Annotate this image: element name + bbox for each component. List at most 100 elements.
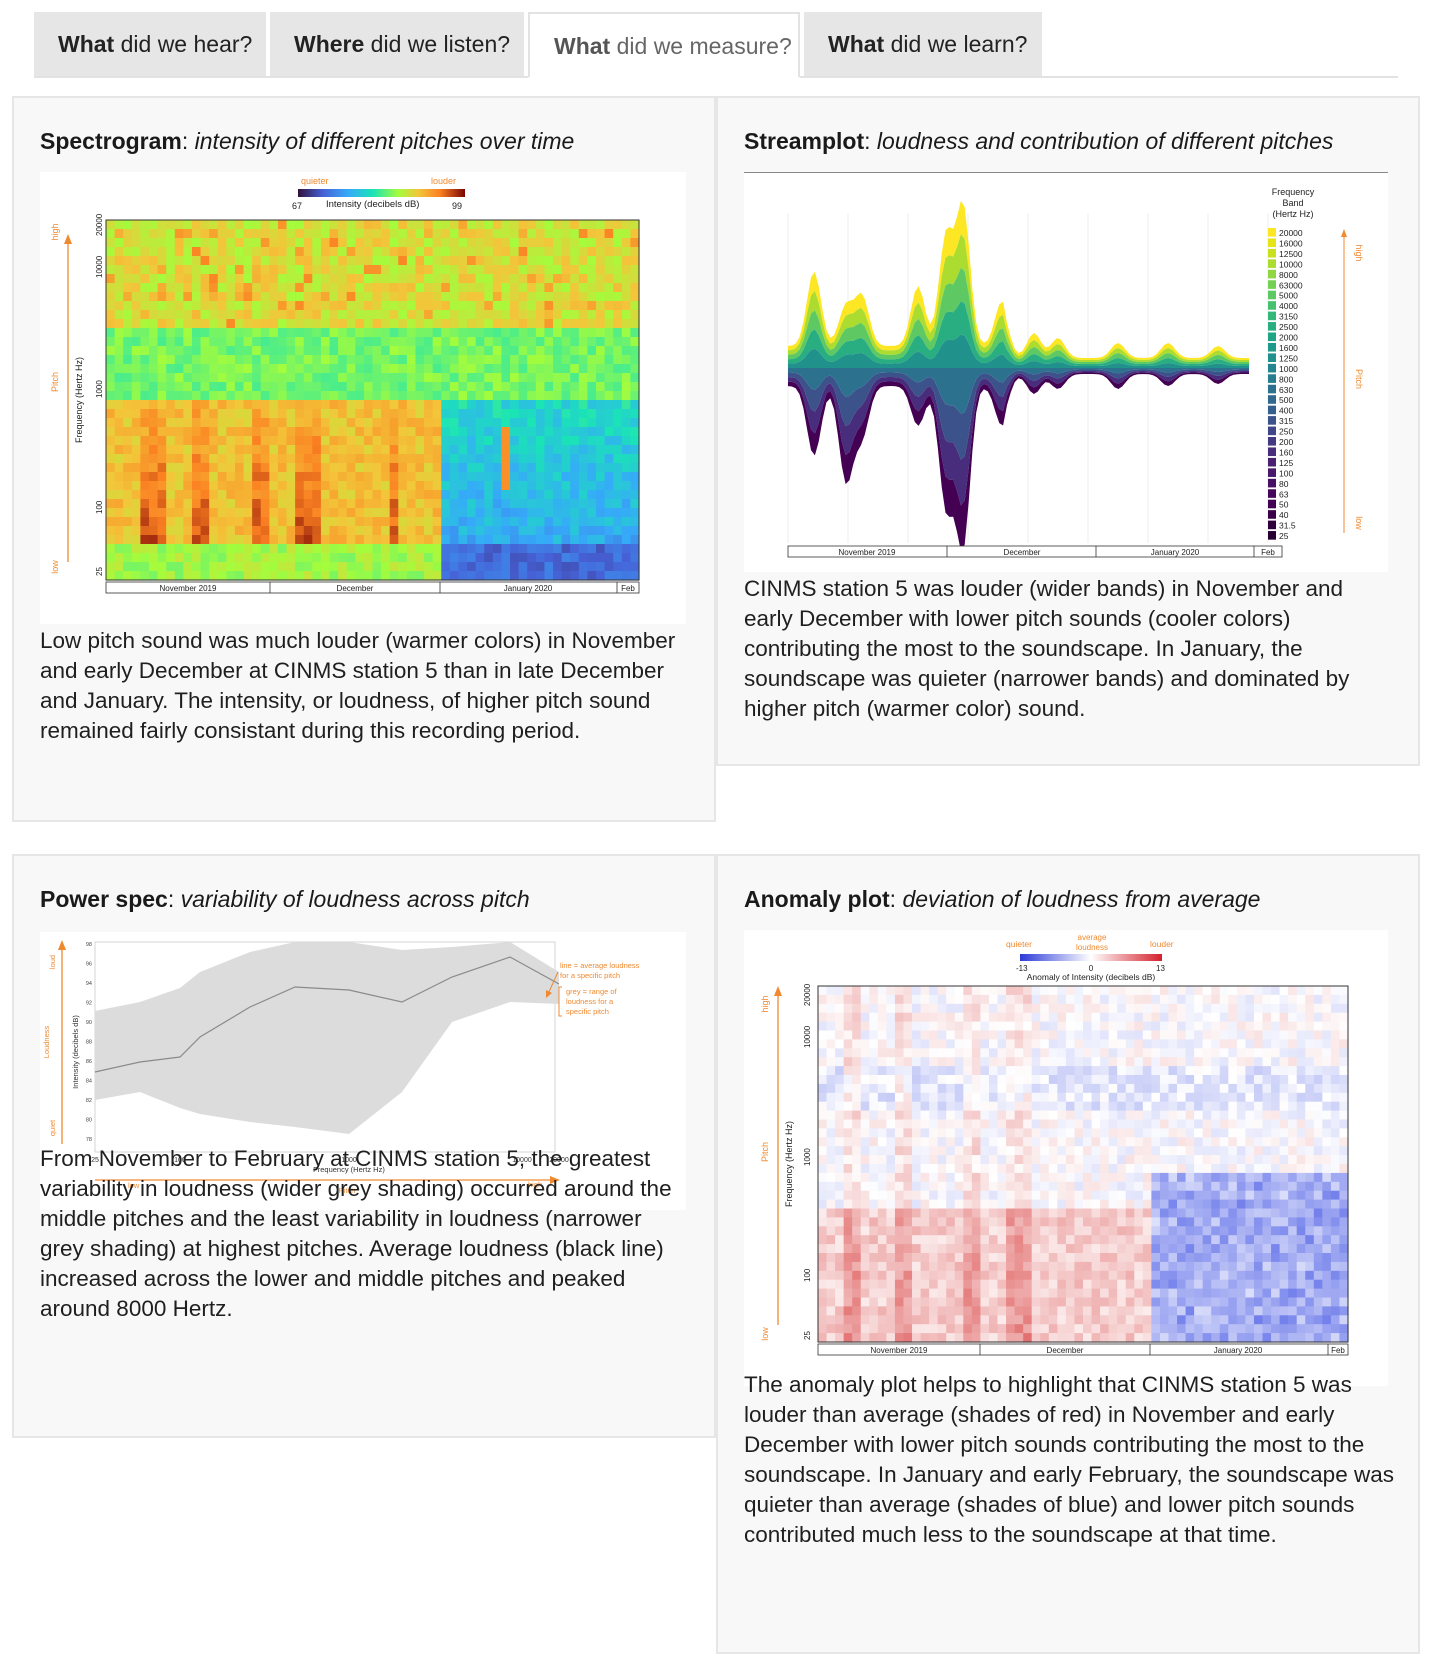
legend-band-label: 25	[1279, 531, 1289, 541]
xtick: 20000	[549, 1157, 569, 1164]
pitch-low: low	[128, 1181, 140, 1190]
month-nov: November 2019	[839, 548, 896, 557]
legend-band-label: 10000	[1279, 259, 1303, 269]
legend-average-2: loudness	[1076, 943, 1108, 952]
legend-swatch	[1268, 248, 1276, 258]
loudness-range-band	[95, 942, 559, 1134]
legend-swatch	[1268, 269, 1276, 279]
legend-swatch	[1268, 280, 1276, 289]
streamplot-image: November 2019 December January 2020 Feb …	[744, 172, 1388, 572]
legend-label: Anomaly of Intensity (decibels dB)	[1027, 972, 1156, 982]
pitch-high: high	[760, 995, 770, 1012]
y-axis-label: Intensity (decibels dB)	[71, 1015, 80, 1089]
legend-swatch	[1268, 478, 1276, 488]
ytick: 96	[86, 962, 92, 968]
title-bold: Spectrogram	[40, 128, 182, 154]
legend-max: 99	[452, 201, 462, 211]
legend-swatch	[1268, 311, 1276, 321]
legend-swatch	[1268, 353, 1276, 362]
month-jan: January 2020	[1214, 1346, 1263, 1355]
ytick: 82	[86, 1098, 92, 1104]
legend-band-label: 63000	[1279, 280, 1303, 290]
ytick: 80	[86, 1118, 92, 1124]
ytick: 90	[86, 1020, 92, 1026]
ytick: 84	[86, 1079, 92, 1085]
legend-swatch	[1268, 405, 1276, 415]
title-italic: loudness and contribution of different p…	[876, 128, 1334, 154]
legend-swatch	[1268, 531, 1276, 540]
annotation-grey: loudness for a	[566, 997, 614, 1006]
month-nov: November 2019	[160, 584, 217, 593]
ytick: 20000	[803, 983, 812, 1006]
legend-band-label: 500	[1279, 395, 1293, 405]
anomaly-title: Anomaly plot: deviation of loudness from…	[744, 886, 1261, 912]
xtick: 10000	[512, 1157, 532, 1164]
legend-swatch	[1268, 437, 1276, 446]
legend-louder: louder	[431, 176, 456, 186]
streamplot-description: CINMS station 5 was louder (wider bands)…	[744, 576, 1350, 721]
intensity-colorbar	[298, 189, 465, 197]
pitch-label: Pitch	[339, 1186, 356, 1195]
legend-title: Band	[1282, 198, 1303, 208]
powerspec-title: Power spec: variability of loudness acro…	[40, 886, 530, 912]
legend-band-label: 200	[1279, 437, 1293, 447]
average-loudness-line	[94, 956, 560, 1073]
legend-band-label: 4000	[1279, 301, 1298, 311]
legend-band-label: 800	[1279, 374, 1293, 384]
legend-swatch	[1268, 322, 1276, 331]
annotation-line: line = average loudness	[560, 961, 640, 970]
tab-bar: What did we hear? Where did we listen? W…	[34, 12, 1398, 78]
tab-what-did-we-hear[interactable]: What did we hear?	[34, 12, 266, 76]
annotation-grey: grey = range of	[566, 987, 618, 996]
legend-band-label: 630	[1279, 385, 1293, 395]
tab-label: did we hear?	[114, 31, 253, 57]
annotation-grey: specific pitch	[566, 1007, 609, 1016]
powerspec-description: From November to February at CINMS stati…	[40, 1146, 672, 1321]
legend-band-label: 250	[1279, 427, 1293, 437]
legend-band-label: 12500	[1279, 249, 1303, 259]
pitch-low: low	[1354, 516, 1364, 530]
powerspec-image: 98 96 94 92 90 88 86 84 82 80 78 25 100 1000 10000…	[40, 932, 686, 1210]
title-bold: Streamplot	[744, 128, 865, 154]
loudness-quiet: quiet	[48, 1119, 57, 1136]
legend-mid: 0	[1089, 964, 1094, 973]
legend-louder: louder	[1150, 939, 1174, 949]
title-italic: deviation of loudness from average	[902, 886, 1261, 912]
loudness-label: Loudness	[42, 1025, 51, 1058]
legend-band-label: 40	[1279, 510, 1289, 520]
spectrogram-frame	[105, 219, 640, 581]
pitch-label: Pitch	[760, 1142, 770, 1162]
legend-swatch	[1268, 499, 1276, 509]
tab-bold: What	[554, 33, 611, 59]
streamplot-layers	[788, 200, 1249, 552]
legend-title: (Hertz Hz)	[1273, 209, 1314, 219]
legend-band-label: 160	[1279, 447, 1293, 457]
legend-swatch	[1268, 510, 1276, 519]
tab-what-did-we-measure[interactable]: What did we measure?	[528, 12, 800, 78]
frequency-band-legend: 2000016000125001000080006300050004000315…	[1268, 228, 1303, 541]
legend-band-label: 50	[1279, 500, 1289, 510]
pitch-high: high	[528, 1180, 542, 1189]
month-feb: Feb	[621, 584, 635, 593]
ytick: 1000	[803, 1148, 812, 1166]
legend-swatch	[1268, 238, 1276, 248]
legend-band-label: 2000	[1279, 333, 1298, 343]
loudness-loud: loud	[48, 955, 57, 969]
tab-what-did-we-learn[interactable]: What did we learn?	[804, 12, 1042, 76]
legend-swatch	[1268, 489, 1276, 498]
legend-swatch	[1268, 384, 1276, 394]
legend-swatch	[1268, 416, 1276, 425]
title-bold: Anomaly plot	[744, 886, 890, 912]
legend-swatch	[1268, 228, 1276, 237]
legend-swatch	[1268, 426, 1276, 436]
legend-band-label: 100	[1279, 468, 1293, 478]
legend-band-label: 315	[1279, 416, 1293, 426]
pitch-high: high	[1354, 244, 1364, 261]
tab-label: did we measure?	[610, 33, 792, 59]
streamplot-panel: Streamplot: loudness and contribution of…	[716, 96, 1420, 766]
ytick: 88	[86, 1040, 92, 1046]
xtick: 25	[91, 1157, 99, 1164]
title-bold: Power spec	[40, 886, 168, 912]
pitch-label: Pitch	[50, 372, 60, 392]
tab-where-did-we-listen[interactable]: Where did we listen?	[270, 12, 524, 76]
